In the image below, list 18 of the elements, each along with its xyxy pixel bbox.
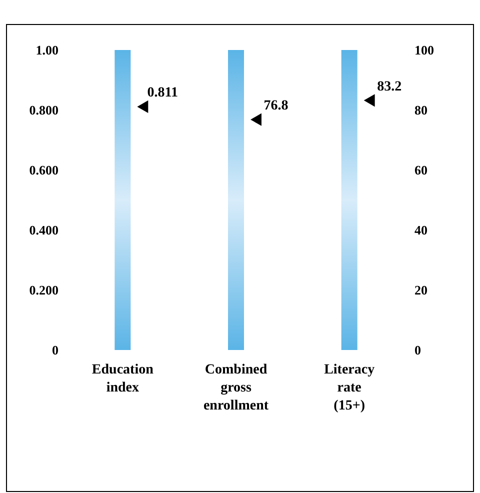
data-label: 76.8 xyxy=(264,98,288,114)
y2-tick-label: 40 xyxy=(414,222,428,238)
y-tick-label: 0 xyxy=(52,342,58,358)
y2-tick-label: 60 xyxy=(414,162,428,178)
data-label: 0.811 xyxy=(147,86,178,101)
x-tick-label: Education index xyxy=(92,362,154,396)
y2-tick-label: 20 xyxy=(414,282,428,298)
y-tick-label: 0.600 xyxy=(29,162,58,178)
y2-tick-label: 80 xyxy=(414,102,428,118)
y-tick-label: 1.00 xyxy=(36,42,58,58)
x-tick-label: Combined gross enrollment xyxy=(203,362,269,414)
y-tick-label: 0.800 xyxy=(29,102,58,118)
y-tick-label: 0.400 xyxy=(29,222,58,238)
y2-tick-label: 100 xyxy=(414,42,434,58)
y-tick-label: 0.200 xyxy=(29,282,58,298)
x-tick-label: Literacy rate (15+) xyxy=(324,362,375,414)
data-label: 83.2 xyxy=(377,79,402,94)
y2-tick-label: 0 xyxy=(414,342,421,358)
